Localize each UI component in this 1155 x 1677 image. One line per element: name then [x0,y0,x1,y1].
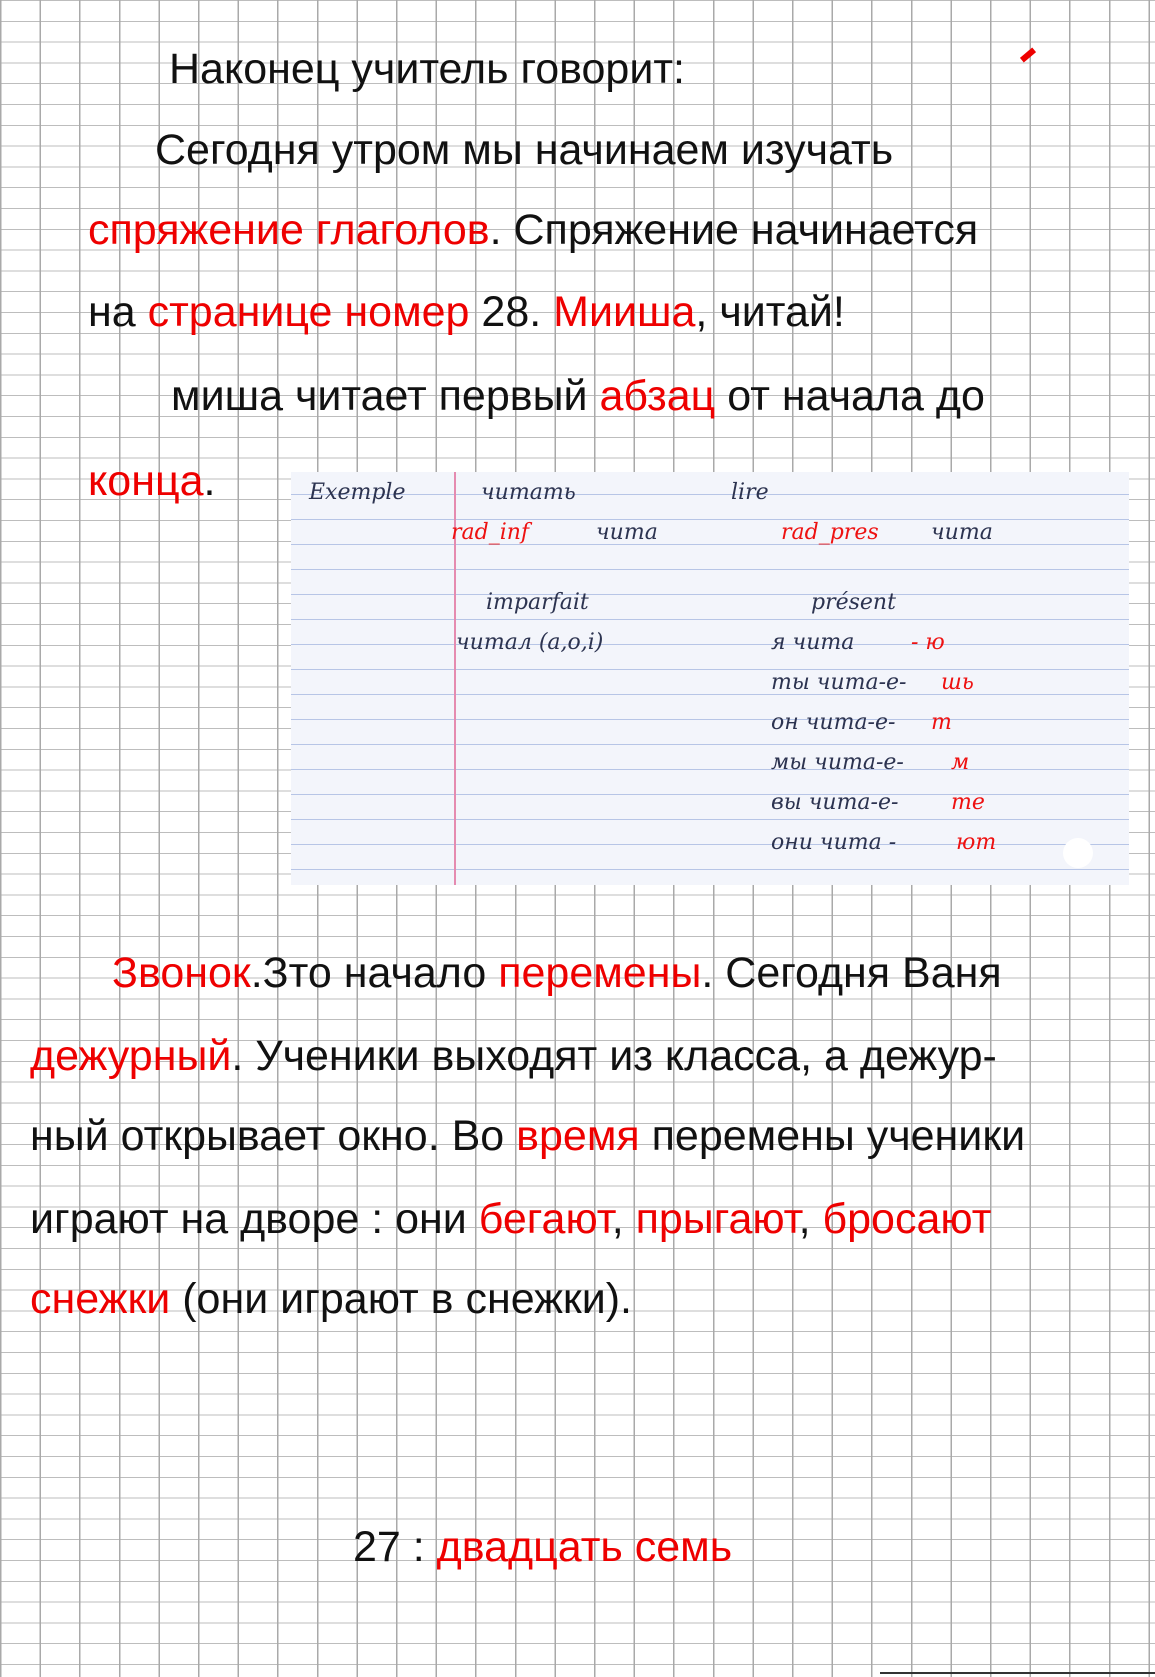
handwritten-text: ют [956,830,997,855]
highlighted-word: абзац [599,372,716,420]
text-segment: , [798,1195,823,1243]
highlighted-word: Звонок [112,949,251,997]
text-segment: Наконец учитель говорит: [169,45,685,93]
text-segment: 27 : [353,1523,437,1571]
text-segment: . Спряжение начинается [489,206,979,254]
text-line: спряжение глаголов. Спряжение начинается [88,205,978,255]
punch-hole [1063,838,1093,868]
handwritten-text: rad_pres [781,520,879,545]
text-line: снежки (они играют в снежки). [30,1274,632,1324]
text-line: Сегодня утром мы начинаем изучать [155,125,893,175]
text-segment: , читай! [695,288,845,336]
text-segment: , [611,1195,636,1243]
highlighted-word: снежки [30,1275,171,1323]
text-segment: .Зто начало [250,949,499,997]
corner-line [880,1672,1155,1674]
handwritten-text: - ю [911,630,945,655]
handwritten-text: rad_inf [451,520,530,545]
highlighted-word: бросают [822,1195,992,1243]
highlighted-word: время [516,1112,640,1160]
handwritten-text: читал (a,o,i) [456,630,604,655]
text-segment: от начала до [715,372,985,420]
handwritten-text: вы чита-е- [771,790,899,815]
highlighted-word: прыгают [635,1195,799,1243]
text-segment: Сегодня утром мы начинаем изучать [155,126,894,174]
text-line: на странице номер 28. Мииша, читай! [88,287,845,337]
text-line: 27 : двадцать семь [353,1522,732,1572]
handwritten-text: читать [481,480,576,505]
handwritten-text: imparfait [486,590,589,615]
handwritten-text: чита [596,520,658,545]
text-segment: играют на дворе : они [30,1195,479,1243]
text-line: ный открывает окно. Во время перемены уч… [30,1111,1025,1161]
handwritten-text: Exemple [309,480,406,505]
highlighted-word: двадцать семь [436,1523,733,1571]
highlighted-word: бегают [478,1195,612,1243]
text-line: миша читает первый абзац от начала до [171,371,985,421]
handwritten-text: présent [811,590,896,615]
text-segment: . Сегодня Ваня [701,949,1002,997]
highlighted-word: Мииша [553,288,696,336]
text-segment: перемены ученики [639,1112,1026,1160]
highlighted-word: конца [88,457,204,505]
red-mark [1019,47,1037,63]
text-segment: 28. [469,288,554,336]
handwritten-text: т [931,710,952,735]
handwritten-text: чита [931,520,993,545]
handwritten-text: lire [731,480,769,505]
handwritten-text: шь [941,670,974,695]
handwritten-text: он чита-е- [771,710,896,735]
highlighted-word: перемены [498,949,702,997]
text-line: Наконец учитель говорит: [169,44,685,94]
text-segment: миша читает первый [171,372,600,420]
handwritten-text: они чита - [771,830,897,855]
text-segment: ный открывает окно. Во [30,1112,517,1160]
handwritten-text: я чита [771,630,855,655]
handwritten-text: мы чита-е- [771,750,904,775]
note-card: Exemple читать lire rad_inf чита rad_pres чита… [291,472,1129,885]
handwritten-text: м [951,750,970,775]
handwritten-text: те [951,790,985,815]
text-segment: . Ученики выходят из класса, а дежур- [231,1032,997,1080]
handwritten-text: ты чита-е- [771,670,907,695]
text-line: дежурный. Ученики выходят из класса, а д… [30,1031,997,1081]
text-line: конца. [88,456,215,506]
text-line: Звонок.Зто начало перемены. Сегодня Ваня [112,948,1002,998]
text-segment: . [203,457,216,505]
highlighted-word: спряжение глаголов [88,206,490,254]
text-line: играют на дворе : они бегают, прыгают, б… [30,1194,991,1244]
text-segment: на [88,288,148,336]
highlighted-word: дежурный [30,1032,232,1080]
highlighted-word: странице номер [147,288,470,336]
text-segment: (они играют в снежки). [170,1275,632,1323]
